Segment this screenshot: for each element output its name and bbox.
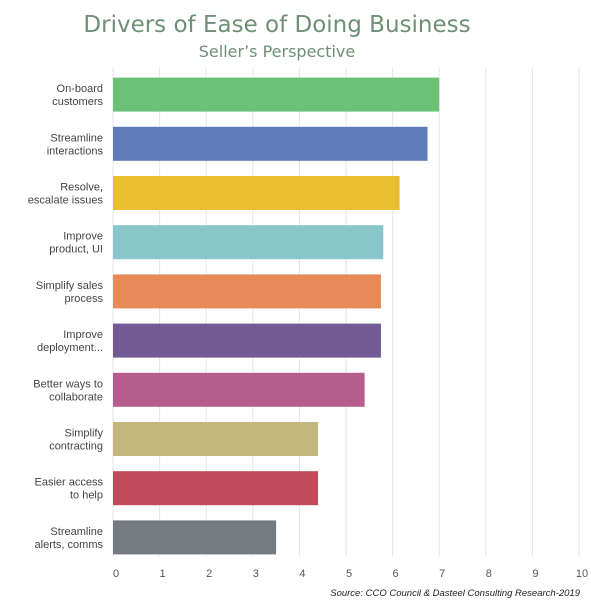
category-label-line: Simplify sales bbox=[36, 280, 104, 292]
category-label: Streamline interactions bbox=[47, 132, 104, 157]
category-label: Streamline alerts, comms bbox=[35, 526, 104, 551]
category-label-line: product, UI bbox=[49, 244, 103, 256]
x-tick-label: 0 bbox=[113, 568, 119, 580]
category-label: Easier access to help bbox=[35, 477, 104, 502]
category-label-line: Better ways to bbox=[33, 378, 103, 390]
category-label-line: On-board bbox=[57, 83, 103, 95]
bar bbox=[113, 176, 400, 210]
category-label-line: Improve bbox=[63, 231, 103, 243]
bar bbox=[113, 225, 384, 260]
bar bbox=[113, 323, 381, 358]
chart-title: Drivers of Ease of Doing Business bbox=[83, 12, 470, 38]
category-label-line: Resolve, bbox=[60, 182, 103, 194]
bar bbox=[113, 471, 319, 506]
category-label-line: process bbox=[64, 293, 103, 305]
x-tick-label: 2 bbox=[206, 568, 212, 580]
bar bbox=[113, 126, 428, 161]
bar bbox=[113, 422, 319, 456]
bars bbox=[113, 77, 440, 555]
category-label: Better ways to collaborate bbox=[33, 378, 103, 403]
category-label-line: Streamline bbox=[50, 132, 103, 144]
category-label: Improve product, UI bbox=[49, 231, 103, 256]
category-label-line: to help bbox=[70, 490, 103, 502]
x-tick-label: 10 bbox=[576, 568, 588, 580]
category-label-line: interactions bbox=[47, 145, 104, 157]
x-tick-label: 8 bbox=[486, 568, 492, 580]
x-tick-label: 9 bbox=[532, 568, 538, 580]
category-label-line: Simplify bbox=[64, 428, 103, 440]
x-tick-label: 1 bbox=[160, 568, 166, 580]
category-label-line: deployment... bbox=[37, 342, 103, 354]
category-label: Simplify sales process bbox=[36, 280, 104, 305]
bar bbox=[113, 77, 440, 112]
category-label-line: contracting bbox=[49, 441, 103, 453]
category-label: On-board customers bbox=[52, 83, 103, 108]
category-label: Improve deployment... bbox=[37, 329, 103, 354]
category-label-line: Easier access bbox=[35, 477, 104, 489]
x-tick-label: 7 bbox=[439, 568, 445, 580]
category-label-line: collaborate bbox=[49, 391, 103, 403]
bar bbox=[113, 372, 365, 407]
chart-subtitle: Seller’s Perspective bbox=[199, 42, 355, 61]
bar bbox=[113, 520, 277, 555]
x-tick-label: 4 bbox=[299, 568, 305, 580]
category-label-line: escalate issues bbox=[28, 195, 104, 207]
category-label-line: alerts, comms bbox=[35, 539, 104, 551]
category-label-line: Improve bbox=[63, 329, 103, 341]
x-axis-ticks: 0 1 2 3 4 5 6 7 8 9 10 bbox=[113, 568, 588, 580]
source-note: Source: CCO Council & Dasteel Consulting… bbox=[330, 588, 580, 599]
bar bbox=[113, 274, 381, 309]
category-label-line: customers bbox=[52, 96, 103, 108]
x-tick-label: 3 bbox=[253, 568, 259, 580]
category-label: Simplify contracting bbox=[49, 428, 103, 453]
category-label-line: Streamline bbox=[50, 526, 103, 538]
category-label: Resolve, escalate issues bbox=[28, 182, 104, 207]
x-tick-label: 6 bbox=[393, 568, 399, 580]
x-tick-label: 5 bbox=[346, 568, 352, 580]
